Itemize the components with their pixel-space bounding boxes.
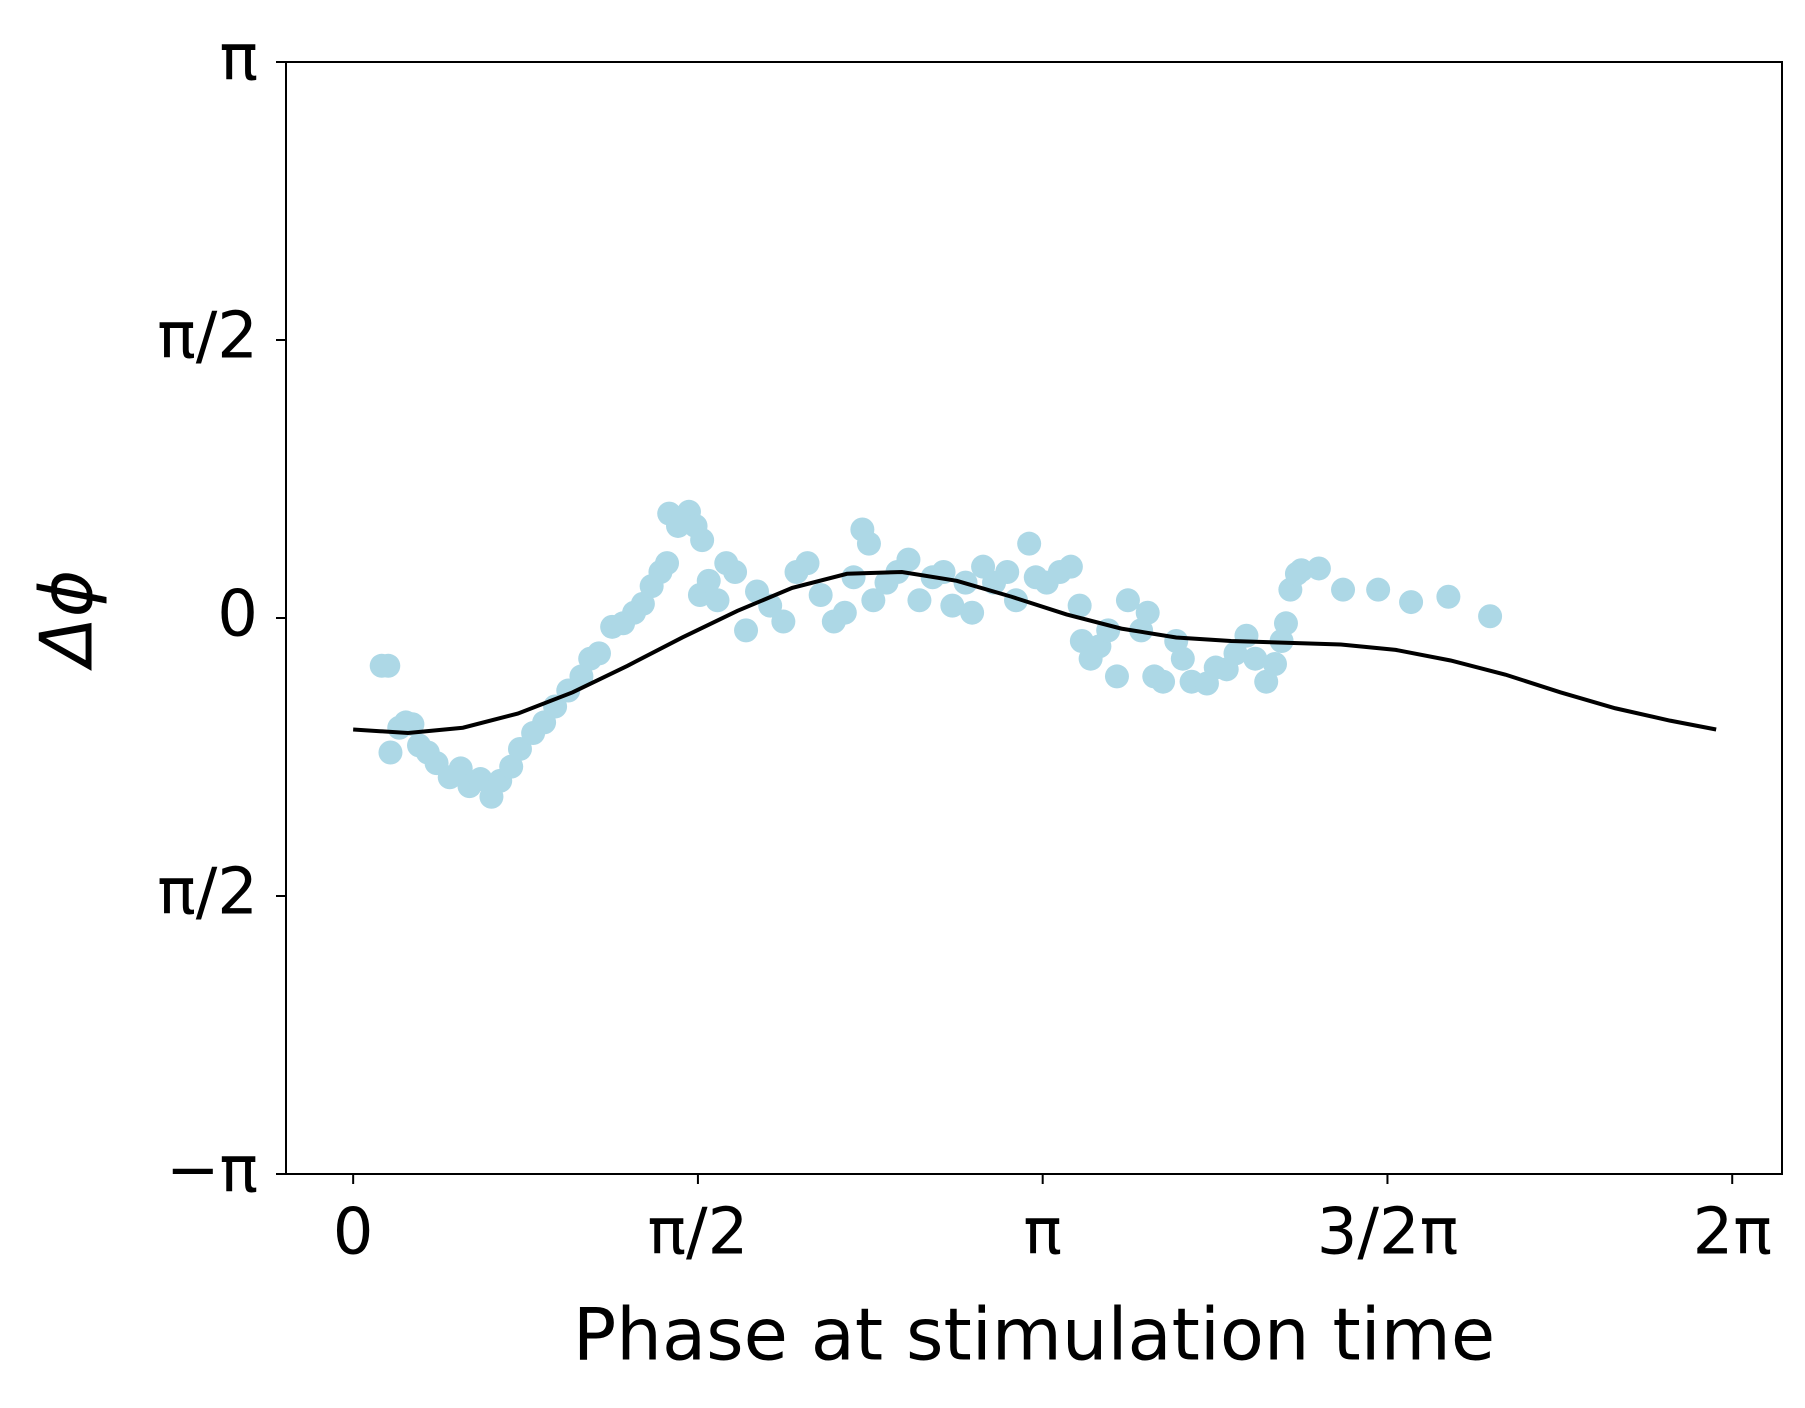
scatter-point: [907, 588, 932, 613]
scatter-point: [896, 547, 921, 572]
scatter-point: [569, 664, 594, 689]
x-tick-label: 3/2π: [1317, 1196, 1459, 1270]
scatter-point: [861, 588, 886, 613]
scatter-point: [995, 559, 1020, 584]
scatter-point: [808, 582, 833, 607]
scatter-point: [448, 756, 473, 781]
scatter-point: [1366, 577, 1391, 602]
x-tick-label: π/2: [648, 1196, 749, 1270]
scatter-point: [1289, 558, 1314, 583]
scatter-point: [1170, 646, 1195, 671]
scatter-point: [1234, 623, 1259, 648]
scatter-point: [960, 600, 985, 625]
x-tick-label: 0: [333, 1196, 374, 1270]
y-tick-label: −π: [166, 1134, 258, 1208]
scatter-point: [1478, 604, 1503, 629]
scatter-point: [1399, 590, 1424, 615]
scatter-point: [1243, 646, 1268, 671]
scatter-point: [795, 551, 820, 576]
scatter-point: [630, 591, 655, 616]
y-tick-label: π/2: [157, 856, 258, 930]
scatter-point: [655, 551, 680, 576]
y-tick-label: π/2: [157, 300, 258, 374]
scatter-point: [1104, 664, 1129, 689]
scatter-point: [1067, 593, 1092, 618]
x-axis-label: Phase at stimulation time: [573, 1293, 1495, 1377]
scatter-point: [771, 609, 796, 634]
scatter-point: [1306, 556, 1331, 581]
scatter-point: [841, 565, 866, 590]
scatter-point: [1331, 577, 1356, 602]
scatter-point: [376, 653, 401, 678]
scatter-point: [723, 559, 748, 584]
fit-line: [353, 569, 1717, 736]
scatter-point: [690, 528, 715, 553]
scatter-point: [1273, 611, 1298, 636]
plot-frame: [285, 61, 1783, 1175]
scatter-point: [1223, 641, 1248, 666]
y-axis-label: Δϕ: [25, 570, 109, 672]
scatter-point: [499, 754, 524, 779]
x-tick-label: 2π: [1693, 1196, 1772, 1270]
scatter-point: [378, 740, 403, 765]
scatter-point: [1115, 588, 1140, 613]
scatter-point: [1017, 531, 1042, 556]
scatter-point: [1058, 554, 1083, 579]
scatter-point: [468, 767, 493, 792]
scatter-point: [1262, 652, 1287, 677]
scatter-point: [1254, 669, 1279, 694]
scatter-point: [734, 618, 759, 643]
scatter-point: [832, 600, 857, 625]
y-tick-label: π: [219, 22, 258, 96]
scatter-point: [856, 531, 881, 556]
scatter-point: [1151, 669, 1176, 694]
x-tick-label: π: [1023, 1196, 1062, 1270]
scatter-point: [1436, 584, 1461, 609]
scatter-point: [940, 593, 965, 618]
scatter-point: [586, 641, 611, 666]
scatter-point: [507, 736, 532, 761]
scatter-point: [1135, 600, 1160, 625]
y-tick-label: 0: [217, 578, 258, 652]
scatter-point: [705, 588, 730, 613]
scatter-point: [696, 568, 721, 593]
